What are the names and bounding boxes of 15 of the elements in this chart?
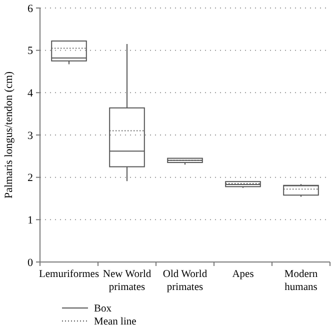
y-tick-label: 3 (28, 130, 34, 142)
legend-label: Box (94, 304, 112, 315)
y-tick-label: 0 (28, 256, 34, 269)
y-tick-label: 4 (28, 88, 34, 100)
y-axis-title: Palmaris longus/tendon (cm) (3, 71, 15, 199)
y-tick-label: 5 (28, 45, 34, 58)
y-tick-label: 6 (28, 2, 34, 15)
x-tick-label: Old World primates (162, 269, 208, 293)
text: Mean line (94, 316, 137, 328)
x-tick-label: Apes (232, 269, 254, 280)
x-tick-label: Lemuriformes (38, 269, 100, 280)
y-tick-label: 2 (28, 172, 33, 184)
x-tick-label: Modern humans (284, 269, 318, 293)
y-tick-label: 1 (28, 214, 33, 227)
x-tick-label: New World primates (102, 269, 152, 293)
